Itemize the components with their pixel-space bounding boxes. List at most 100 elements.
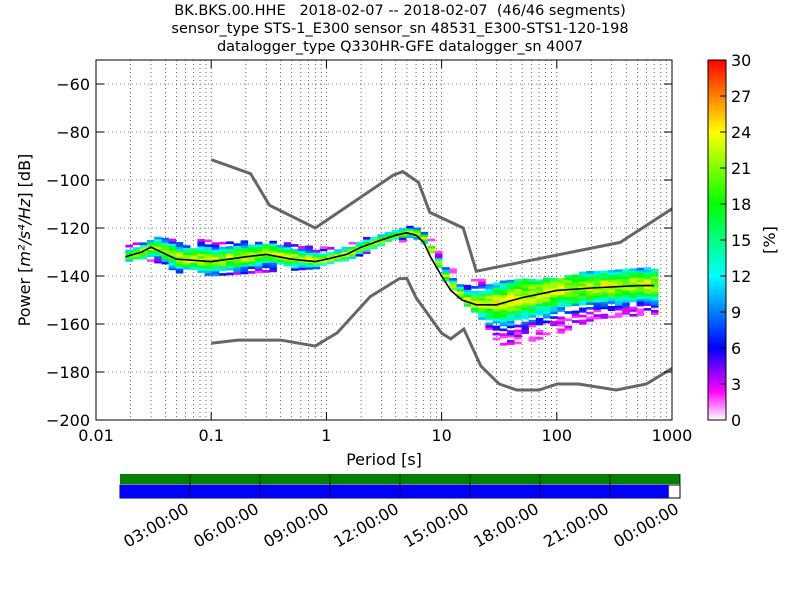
heatmap-cell [463,301,472,305]
heatmap-cell [586,287,594,291]
heatmap-cell [535,310,544,314]
heatmap-cell [571,298,580,302]
title-line-3: datalogger_type Q330HR-GFE datalogger_sn… [216,39,584,55]
heatmap-cell [219,251,227,255]
heatmap-cell [175,249,184,252]
heatmap-cell [226,267,234,271]
heatmap-cell [161,247,169,251]
heatmap-cell [442,279,450,282]
heatmap-cell [341,246,349,250]
heatmap-cell [492,327,501,331]
heatmap-cell [319,248,328,252]
heatmap-cell [190,248,198,251]
heatmap-cell [528,286,537,289]
heatmap-cell [550,297,558,300]
heatmap-cell [125,259,133,262]
heatmap-cell [456,291,465,295]
heatmap-cell [514,283,522,287]
heatmap-cell [651,285,659,289]
heatmap-cell [312,261,321,265]
timeline-tick-label: 06:00:00 [190,499,262,551]
heatmap-cell [507,282,515,285]
heatmap-cell [492,332,501,336]
heatmap-cell [449,268,457,272]
heatmap-cell [593,295,601,298]
heatmap-cell [240,257,249,260]
heatmap-cell [291,265,299,269]
heatmap-cell [492,287,501,290]
heatmap-cell [240,242,249,246]
heatmap-cell [190,267,198,271]
heatmap-cell [399,227,407,231]
heatmap-cell [507,306,515,309]
heatmap-cell [312,256,321,260]
heatmap-cell [600,304,609,307]
heatmap-cell [492,284,501,288]
heatmap-cell [183,266,191,270]
heatmap-cell [478,278,486,282]
heatmap-cell [521,307,529,310]
heatmap-cell [377,234,385,237]
heatmap-cell [492,313,501,317]
heatmap-cell [535,337,544,340]
heatmap-cell [579,307,587,311]
heatmap-cell [607,291,616,295]
heatmap-cell [492,325,501,329]
heatmap-cell [168,248,177,251]
heatmap-cell [557,294,565,298]
heatmap-cell [651,281,659,284]
heatmap-cell [183,250,191,253]
heatmap-cell [514,334,522,338]
timeline-tick-label: 12:00:00 [330,499,402,551]
heatmap-cell [643,291,652,294]
heatmap-cell [319,260,328,264]
heatmap-cell [564,294,573,298]
heatmap-cell [348,241,357,245]
heatmap-cell [651,297,659,301]
colorbar-ticks: 0 3 6 9 12 15 18 21 24 27 30 [720,51,751,430]
heatmap-cell [507,339,515,343]
heatmap-cell [586,302,594,305]
heatmap-cell [471,290,479,294]
heatmap-cell [478,305,486,308]
heatmap-cell [485,293,493,297]
heatmap-cell [283,254,292,257]
heatmap-cell [615,283,623,287]
heatmap-cell [507,303,515,307]
heatmap-cell [507,330,515,333]
heatmap-cell [161,244,169,248]
heatmap-cell [183,257,191,260]
heatmap-cell [233,267,241,270]
heatmap-cell [312,249,321,253]
heatmap-cell [283,246,292,250]
y-label-prefix: Power [ [15,267,34,327]
heatmap-cell [463,284,472,288]
heatmap-cell [550,282,558,286]
heatmap-cell [492,301,501,305]
heatmap-cell [586,306,594,310]
heatmap-cell [557,302,565,305]
heatmap-cell [147,244,155,248]
heatmap-cell [636,294,645,297]
heatmap-cell [557,285,565,289]
heatmap-cell [571,284,580,287]
heatmap-cell [391,232,400,235]
heatmap-cell [643,288,652,292]
heatmap-cell [154,258,162,262]
heatmap-cell [557,297,565,301]
heatmap-cell [204,263,213,267]
heatmap-cell [514,288,522,292]
density-heatmap [125,225,659,346]
heatmap-cell [636,289,645,293]
heatmap-cell [586,297,594,301]
colorbar-tick-label: 15 [731,231,751,250]
heatmap-cell [255,241,263,245]
heatmap-cell [643,293,652,297]
heatmap-cell [579,281,587,284]
heatmap-cell [255,260,263,264]
heatmap-cell [204,265,213,269]
x-tick-label: 100 [542,426,573,445]
heatmap-cell [643,274,652,278]
heatmap-cell [492,289,501,293]
heatmap-cell [643,267,652,270]
